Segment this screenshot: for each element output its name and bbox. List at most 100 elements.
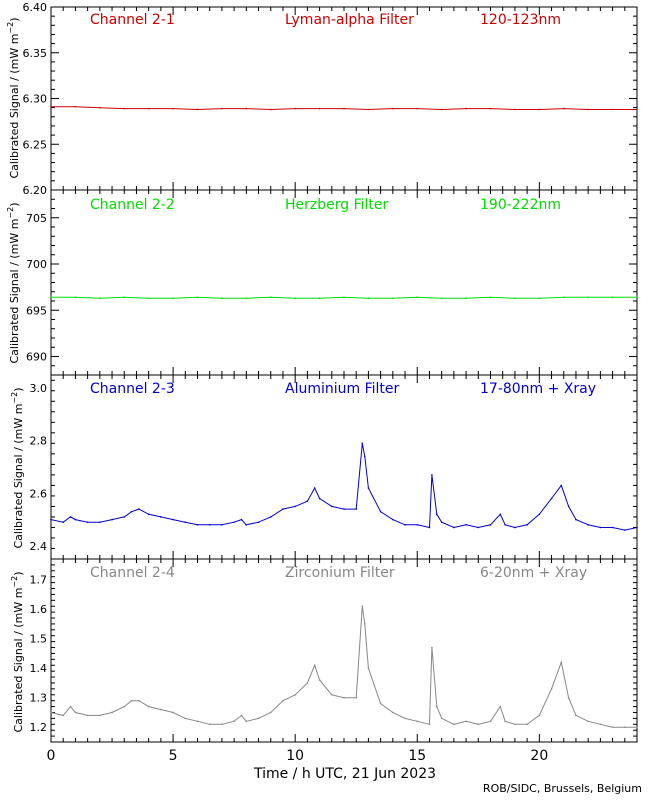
data-point bbox=[440, 521, 443, 523]
data-point bbox=[318, 107, 321, 110]
data-point bbox=[499, 513, 502, 516]
panel-2-channel-label: Channel 2-2 bbox=[90, 197, 175, 213]
x-tick-label: 5 bbox=[169, 748, 178, 764]
y-tick-label: 6.25 bbox=[23, 138, 48, 151]
panel-3-labels: Channel 2-3 Aluminium Filter 17-80nm + X… bbox=[90, 381, 596, 397]
data-point bbox=[245, 720, 248, 723]
data-point bbox=[587, 108, 589, 111]
data-point bbox=[465, 524, 467, 526]
data-point bbox=[550, 688, 553, 690]
y-tick-label: 1.6 bbox=[30, 603, 48, 616]
data-point bbox=[50, 711, 52, 714]
panel-4-labels: Channel 2-4 Zirconium Filter 6-20nm + Xr… bbox=[90, 565, 587, 581]
data-point bbox=[138, 699, 140, 702]
data-point bbox=[562, 107, 565, 110]
data-point bbox=[86, 521, 89, 523]
x-tick-label: 15 bbox=[408, 748, 426, 764]
data-point bbox=[196, 720, 199, 723]
panel-1-y-axis-label: Calibrated Signal / (mW m−2) bbox=[6, 17, 21, 178]
data-point bbox=[130, 699, 133, 702]
data-point bbox=[560, 661, 563, 664]
data-point bbox=[221, 297, 223, 300]
data-point bbox=[440, 108, 443, 111]
y-tick-label: 6.30 bbox=[23, 93, 48, 106]
data-point bbox=[99, 714, 101, 717]
data-point bbox=[504, 524, 506, 526]
data-point bbox=[160, 708, 162, 711]
y-tick-label: 1.3 bbox=[30, 692, 48, 705]
data-point bbox=[404, 717, 406, 720]
data-point bbox=[69, 516, 72, 518]
data-point bbox=[62, 714, 65, 717]
panel-2-y-axis-label: Calibrated Signal / (mW m−2) bbox=[6, 202, 21, 363]
data-point bbox=[465, 720, 467, 723]
data-point bbox=[294, 693, 296, 696]
data-point bbox=[636, 296, 638, 299]
x-tick-label: 0 bbox=[47, 748, 56, 764]
data-point bbox=[196, 108, 199, 111]
data-point bbox=[599, 723, 602, 726]
data-point bbox=[172, 518, 174, 521]
y-tick-label: 2.8 bbox=[30, 435, 48, 448]
data-point bbox=[465, 107, 467, 110]
panel-1-band-label: 120-123nm bbox=[480, 12, 561, 28]
data-point bbox=[489, 107, 492, 110]
panel-2: 690 695 700 705 bbox=[26, 189, 638, 376]
y-tick-label: 1.4 bbox=[30, 662, 48, 675]
data-point bbox=[269, 516, 272, 518]
data-point bbox=[123, 296, 126, 299]
panel-1-filter-label: Lyman-alpha Filter bbox=[285, 12, 414, 28]
data-point bbox=[74, 711, 77, 714]
data-point bbox=[431, 474, 433, 476]
data-point bbox=[567, 696, 570, 699]
data-point bbox=[111, 711, 113, 714]
data-point bbox=[313, 487, 316, 489]
y-tick-label: 700 bbox=[26, 258, 47, 271]
data-point bbox=[196, 524, 199, 526]
panel-2-labels: Channel 2-2 Herzberg Filter 190-222nm bbox=[90, 197, 561, 213]
data-point bbox=[147, 107, 150, 110]
data-point bbox=[123, 705, 126, 708]
data-point bbox=[343, 296, 345, 299]
y-tick-label: 6.40 bbox=[23, 1, 48, 14]
panel-3: 2.4 2.6 2.8 3.0 bbox=[30, 374, 638, 560]
data-point bbox=[514, 297, 516, 300]
panel-3-band-label: 17-80nm + Xray bbox=[480, 381, 596, 397]
data-point bbox=[404, 524, 406, 526]
data-point bbox=[489, 296, 492, 299]
y-tick-label: 690 bbox=[26, 351, 47, 364]
data-point bbox=[392, 107, 394, 110]
data-point bbox=[99, 106, 101, 109]
data-point bbox=[269, 108, 272, 111]
y-axis-label-text: Calibrated Signal / (mW m−2) bbox=[6, 17, 21, 178]
data-point bbox=[636, 526, 638, 529]
panel-1-data-points bbox=[50, 105, 638, 111]
data-point bbox=[86, 714, 89, 717]
data-point bbox=[294, 107, 296, 110]
data-point bbox=[367, 297, 370, 300]
data-point bbox=[428, 723, 431, 726]
data-point bbox=[611, 108, 614, 111]
data-point bbox=[538, 714, 541, 717]
data-point bbox=[257, 521, 260, 523]
data-point bbox=[416, 720, 419, 723]
data-point bbox=[294, 297, 296, 300]
data-point bbox=[489, 524, 492, 526]
data-point bbox=[504, 720, 506, 723]
panel-4-band-label: 6-20nm + Xray bbox=[480, 565, 587, 581]
panel-4-data-points bbox=[50, 605, 638, 729]
data-point bbox=[562, 296, 565, 299]
panel-4-y-axis-label: Calibrated Signal / (mW m−2) bbox=[10, 571, 25, 732]
data-point bbox=[269, 711, 272, 714]
data-point bbox=[514, 526, 516, 529]
data-point bbox=[465, 297, 467, 300]
data-point bbox=[392, 711, 394, 714]
data-point bbox=[306, 682, 309, 684]
x-tick-labels: 0 5 10 15 20 bbox=[47, 748, 549, 764]
data-point bbox=[74, 518, 77, 521]
data-point bbox=[282, 699, 284, 702]
panel-3-channel-label: Channel 2-3 bbox=[90, 381, 175, 397]
panel-3-filter-label: Aluminium Filter bbox=[285, 381, 400, 397]
data-point bbox=[184, 521, 187, 523]
